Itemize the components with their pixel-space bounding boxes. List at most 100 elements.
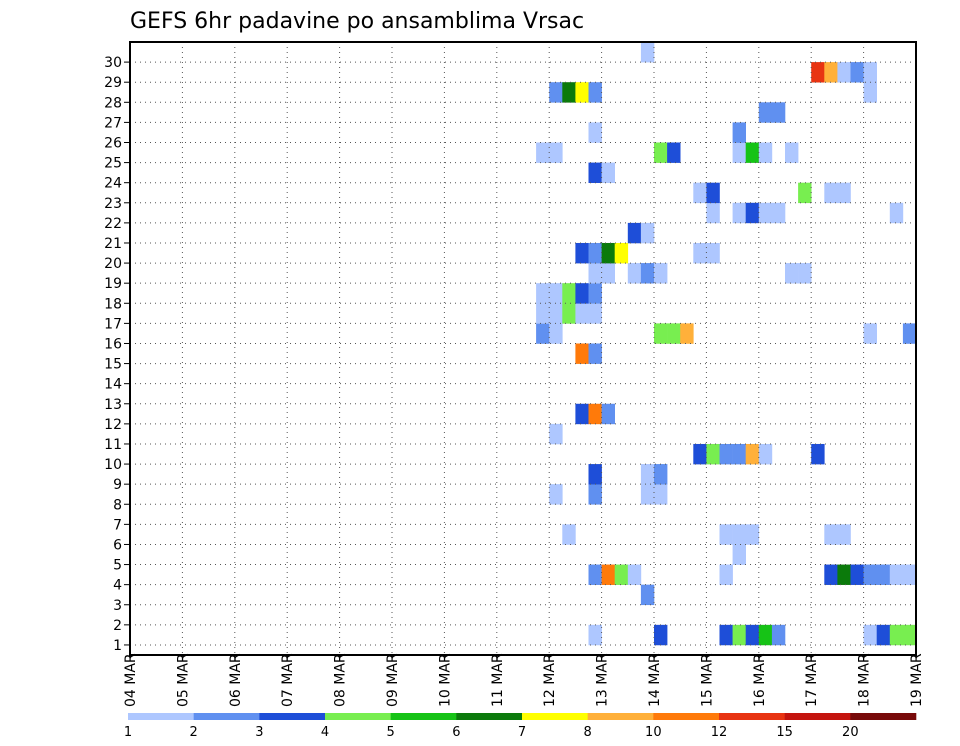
precip-cell: [549, 303, 563, 324]
legend-label: 7: [518, 725, 526, 740]
y-tick-label: 23: [104, 196, 122, 212]
legend-label: 10: [645, 725, 662, 740]
legend-swatch: [325, 713, 391, 720]
precip-cell: [640, 464, 655, 485]
precip-cell: [627, 564, 642, 585]
precip-cell: [549, 82, 563, 103]
y-tick-label: 14: [104, 377, 122, 393]
precip-cell: [745, 524, 760, 545]
y-tick-label: 12: [104, 417, 122, 433]
precip-cell: [758, 624, 773, 646]
precip-cell: [758, 102, 773, 123]
precip-cell: [732, 624, 746, 646]
precip-cell: [758, 202, 773, 224]
precip-cells-layer: [536, 42, 917, 646]
precip-cell: [824, 62, 838, 83]
y-tick-label: 17: [104, 316, 122, 332]
chart-title: GEFS 6hr padavine po ansamblima Vrsac: [130, 9, 584, 34]
x-tick-label: 18 MAR: [857, 653, 873, 707]
y-tick-label: 15: [104, 357, 122, 373]
legend-swatch: [390, 713, 457, 720]
precip-cell: [588, 122, 602, 143]
precip-cell: [863, 62, 877, 83]
x-tick-label: 04 MAR: [123, 653, 139, 707]
y-tick-label: 5: [113, 558, 122, 574]
precip-cell: [732, 544, 746, 565]
precip-cell: [889, 202, 904, 224]
precip-cell: [785, 142, 799, 163]
x-tick-label: 10 MAR: [437, 653, 453, 707]
y-tick-label: 8: [113, 497, 122, 513]
precip-cell: [850, 564, 864, 585]
color-legend: 1 2 3 4 5 6 7 8 10 12 15 20: [124, 713, 917, 740]
precip-cell: [654, 263, 668, 284]
precip-cell: [719, 564, 733, 585]
x-tick-label: 12 MAR: [542, 653, 558, 707]
y-tick-label: 2: [113, 618, 122, 634]
y-axis: 1234567891011121314151617181920212223242…: [104, 55, 130, 654]
precip-cell: [719, 524, 733, 545]
precip-cell: [614, 564, 629, 585]
precip-cell: [627, 263, 642, 284]
precip-cell: [706, 443, 720, 465]
precip-cell: [640, 263, 655, 284]
y-tick-label: 20: [104, 256, 122, 272]
precip-cell: [902, 564, 917, 585]
y-tick-label: 3: [113, 598, 122, 614]
precip-cell: [732, 142, 746, 163]
precip-cell: [575, 343, 589, 364]
precip-cell: [876, 624, 891, 646]
precip-cell: [693, 242, 707, 264]
precip-cell: [601, 242, 615, 264]
precip-cell: [588, 283, 602, 304]
precip-cell: [601, 263, 615, 284]
precip-cell: [902, 323, 917, 344]
legend-label: 8: [584, 725, 592, 740]
x-tick-label: 13 MAR: [595, 653, 611, 707]
x-tick-label: 17 MAR: [804, 653, 820, 707]
precip-cell: [824, 564, 838, 585]
precip-cell: [627, 222, 642, 244]
precip-cell: [902, 624, 917, 646]
precip-cell: [575, 82, 589, 103]
precip-cell: [667, 142, 681, 163]
precip-cell: [771, 202, 786, 224]
precip-cell: [575, 283, 589, 304]
precip-cell: [640, 42, 655, 63]
legend-label: 12: [711, 725, 728, 740]
precip-cell: [667, 323, 681, 344]
precip-cell: [562, 283, 576, 304]
precip-cell: [575, 403, 589, 425]
precip-cell: [614, 242, 629, 264]
precip-cell: [562, 524, 576, 545]
precip-cell: [850, 62, 864, 83]
precip-cell: [601, 564, 615, 585]
precip-cell: [837, 182, 851, 204]
x-tick-label: 09 MAR: [385, 653, 401, 707]
precip-cell: [640, 484, 655, 505]
x-tick-label: 07 MAR: [280, 653, 296, 707]
y-tick-label: 10: [104, 457, 122, 473]
precip-cell: [549, 323, 563, 344]
y-tick-label: 4: [113, 578, 122, 594]
precip-cell: [732, 443, 746, 465]
y-tick-label: 6: [113, 537, 122, 553]
precip-cell: [654, 484, 668, 505]
precip-cell: [837, 62, 851, 83]
precip-cell: [588, 242, 602, 264]
precip-cell: [640, 584, 655, 606]
precip-cell: [640, 222, 655, 244]
precip-cell: [863, 564, 877, 585]
x-tick-label: 19 MAR: [909, 653, 925, 707]
precip-cell: [601, 403, 615, 425]
precip-cell: [549, 283, 563, 304]
precip-cell: [588, 162, 602, 183]
precip-cell: [824, 182, 838, 204]
legend-swatch: [653, 713, 720, 720]
precip-cell: [889, 564, 904, 585]
y-tick-label: 11: [104, 437, 122, 453]
y-tick-label: 13: [104, 397, 122, 413]
precip-cell: [693, 182, 707, 204]
y-tick-label: 26: [104, 135, 122, 151]
precip-cell: [588, 263, 602, 284]
